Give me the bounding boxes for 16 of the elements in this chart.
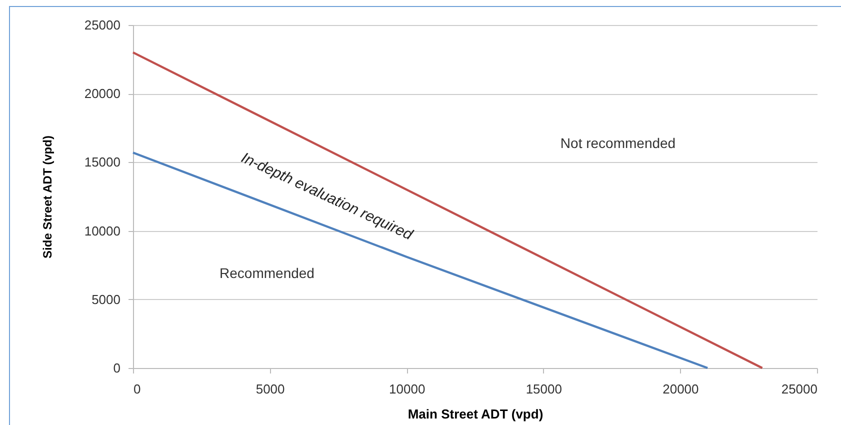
x-tick-label: 5000: [256, 382, 285, 396]
x-tick-label: 15000: [526, 382, 562, 396]
y-tick-label: 10000: [84, 223, 120, 238]
x-axis-title: Main Street ADT (vpd): [408, 406, 544, 422]
x-tick-label: 20000: [662, 382, 699, 396]
y-tick-label: 20000: [84, 86, 120, 102]
x-tick-label: 0: [134, 382, 141, 396]
annotation: Recommended: [220, 265, 314, 281]
y-tick-label: 0: [113, 360, 120, 376]
x-tick-label: 25000: [781, 382, 818, 396]
y-tick-label: 25000: [84, 18, 120, 32]
y-tick-label: 15000: [84, 154, 120, 170]
x-tick-label: 10000: [389, 382, 426, 396]
y-axis-title: Side Street ADT (vpd): [40, 136, 54, 258]
y-tick-label: 5000: [92, 292, 120, 307]
annotation: Not recommended: [560, 135, 676, 151]
